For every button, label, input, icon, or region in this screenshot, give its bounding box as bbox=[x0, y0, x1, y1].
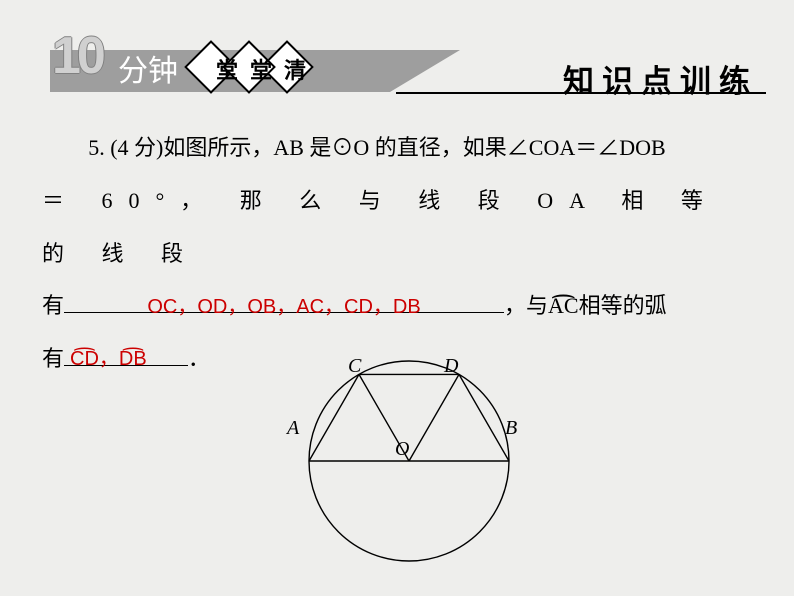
point-label-c: C bbox=[348, 355, 361, 378]
section-title: 知识点训练 bbox=[563, 56, 758, 101]
answer-arc-db: DB bbox=[119, 335, 147, 383]
line3-prefix: 有 bbox=[42, 293, 64, 318]
diamond-label: 堂堂清 bbox=[216, 53, 318, 85]
answer-blank-2: CD，DB bbox=[64, 335, 188, 366]
question-line-1: 5. (4 分)如图所示，AB 是⊙O 的直径，如果∠COA＝∠DOB bbox=[42, 122, 762, 175]
minute-label: 分钟 bbox=[118, 46, 178, 90]
line3-suffix: 相等的弧 bbox=[579, 293, 667, 318]
header-underline bbox=[396, 92, 766, 94]
question-number: 5. bbox=[88, 135, 105, 160]
point-label-d: D bbox=[444, 355, 458, 378]
point-label-b: B bbox=[505, 417, 517, 440]
answer-blank-1: OC，OD，OB，AC，CD，DB bbox=[64, 283, 504, 314]
badge-number: 10 bbox=[52, 26, 102, 86]
question-points: (4 分) bbox=[110, 135, 163, 160]
question-line-2: ＝ 60°， 那 么 与 线 段 OA 相 等 的 线 段 bbox=[42, 175, 762, 281]
question-text-1: 如图所示，AB 是⊙O 的直径，如果∠COA＝∠DOB bbox=[163, 135, 665, 160]
arc-ac-label: AC bbox=[548, 280, 579, 333]
page-header: 10 分钟 堂堂清 知识点训练 bbox=[0, 26, 794, 104]
point-label-a: A bbox=[287, 417, 299, 440]
diagram-svg bbox=[294, 346, 524, 576]
line4-suffix: ． bbox=[188, 346, 210, 371]
circle-diagram bbox=[294, 346, 524, 576]
diamond-group: 堂堂清 bbox=[192, 40, 352, 94]
point-label-o: O bbox=[395, 438, 409, 461]
answer-arc-cd: CD bbox=[70, 335, 99, 383]
answer-2-wrap: CD，DB bbox=[64, 335, 188, 383]
